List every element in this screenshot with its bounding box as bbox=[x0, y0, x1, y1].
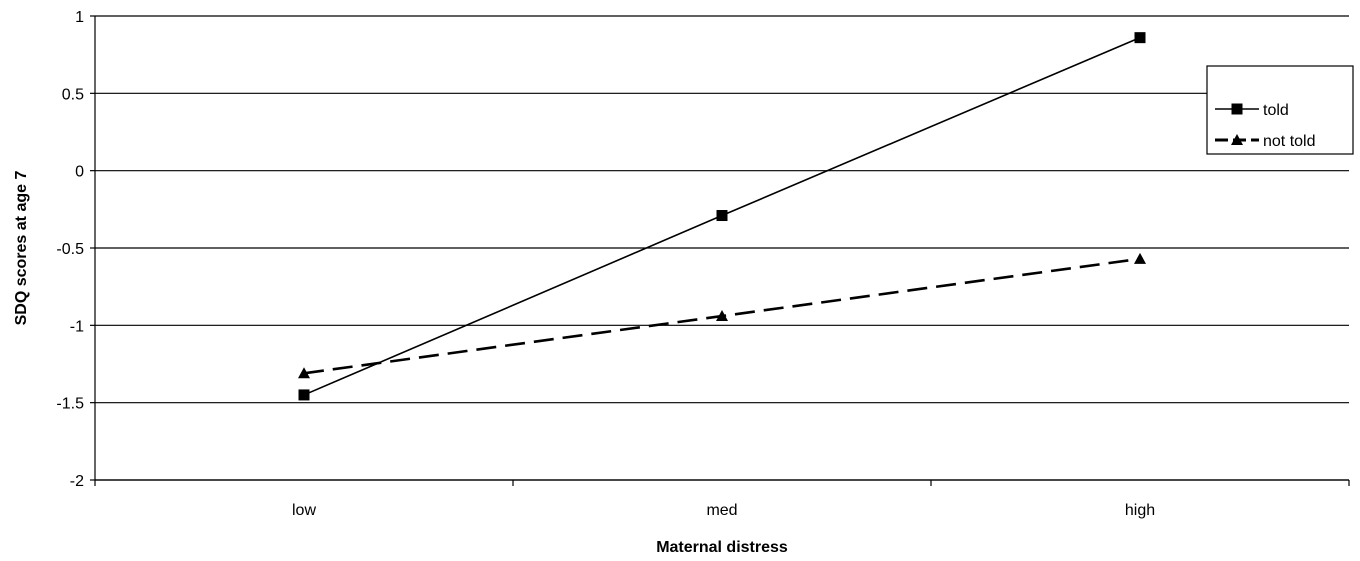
x-tick-label: med bbox=[706, 502, 737, 519]
y-axis-title: SDQ scores at age 7 bbox=[13, 171, 30, 326]
data-point-square bbox=[716, 210, 728, 222]
x-tick-label: low bbox=[292, 502, 316, 519]
axes bbox=[90, 15, 1350, 486]
y-tick-label: -0.5 bbox=[56, 241, 84, 258]
legend-label: told bbox=[1263, 102, 1289, 119]
y-tick-label: 1 bbox=[75, 9, 84, 26]
y-tick-label: 0.5 bbox=[62, 86, 84, 103]
y-tick-label: -1.5 bbox=[56, 396, 84, 413]
y-tick-label: -1 bbox=[70, 318, 84, 335]
x-axis-title: Maternal distress bbox=[656, 539, 788, 556]
y-tick-label: 0 bbox=[75, 164, 84, 181]
grid-lines bbox=[95, 15, 1349, 481]
y-tick-labels: -2 -1.5 -1 -0.5 0 0.5 1 bbox=[56, 9, 84, 490]
data-point-square bbox=[298, 389, 310, 401]
series-group bbox=[298, 32, 1146, 401]
data-point-triangle bbox=[1134, 252, 1146, 264]
data-point-triangle bbox=[716, 310, 728, 322]
y-tick-label: -2 bbox=[70, 473, 84, 490]
x-tick-labels: low med high bbox=[292, 502, 1155, 519]
data-point-triangle bbox=[1231, 134, 1243, 145]
data-point-triangle bbox=[298, 367, 310, 379]
legend: told not told bbox=[1206, 65, 1354, 155]
x-tick-label: high bbox=[1125, 502, 1155, 519]
legend-label: not told bbox=[1263, 133, 1315, 150]
data-point-square bbox=[1134, 32, 1146, 44]
legend-box bbox=[1206, 65, 1354, 155]
data-point-square bbox=[1231, 103, 1243, 115]
series-told bbox=[298, 32, 1146, 401]
series-not-told bbox=[298, 252, 1146, 379]
